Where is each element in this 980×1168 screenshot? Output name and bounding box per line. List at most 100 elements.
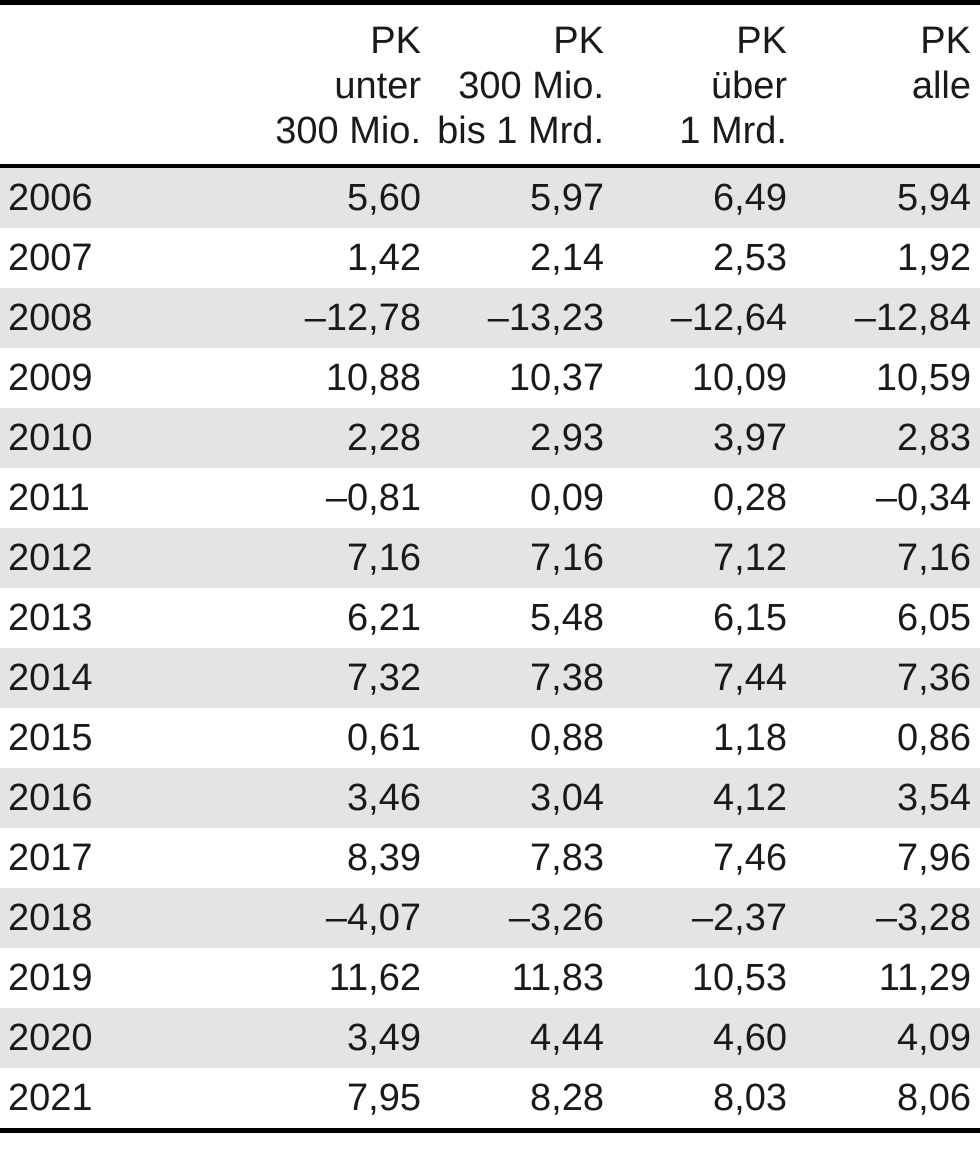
table-row: 2018 –4,07 –3,26 –2,37 –3,28 bbox=[0, 888, 980, 948]
value-cell: 10,37 bbox=[508, 356, 604, 399]
year-cell: 2014 bbox=[8, 656, 93, 699]
value-cell: 0,88 bbox=[530, 716, 604, 759]
value-cell: –3,26 bbox=[508, 896, 604, 939]
value-cell: 3,04 bbox=[530, 776, 604, 819]
value-cell: 7,16 bbox=[530, 536, 604, 579]
table-row: 2009 10,88 10,37 10,09 10,59 bbox=[0, 348, 980, 408]
year-cell: 2007 bbox=[8, 236, 93, 279]
column-header-line: bis 1 Mrd. bbox=[437, 110, 604, 152]
value-cell: –0,81 bbox=[325, 476, 421, 519]
value-cell: 4,09 bbox=[897, 1016, 971, 1059]
table-row: 2007 1,42 2,14 2,53 1,92 bbox=[0, 228, 980, 288]
year-cell: 2018 bbox=[8, 896, 93, 939]
value-cell: 7,16 bbox=[897, 536, 971, 579]
column-header-line: PK bbox=[553, 20, 604, 62]
column-header-line: alle bbox=[911, 65, 971, 107]
value-cell: 6,05 bbox=[897, 596, 971, 639]
value-cell: 1,92 bbox=[897, 236, 971, 279]
table-row: 2014 7,32 7,38 7,44 7,36 bbox=[0, 648, 980, 708]
value-cell: 11,62 bbox=[328, 956, 421, 999]
value-cell: 4,12 bbox=[713, 776, 787, 819]
value-cell: 2,28 bbox=[347, 416, 421, 459]
year-cell: 2009 bbox=[8, 356, 93, 399]
value-cell: 8,28 bbox=[530, 1076, 604, 1119]
table-row: 2011 –0,81 0,09 0,28 –0,34 bbox=[0, 468, 980, 528]
column-header-pk-unter-300mio: PK unter 300 Mio. bbox=[247, 2, 430, 168]
value-cell: 7,44 bbox=[713, 656, 787, 699]
table-row: 2019 11,62 11,83 10,53 11,29 bbox=[0, 948, 980, 1008]
value-cell: 0,09 bbox=[530, 476, 604, 519]
value-cell: 0,86 bbox=[897, 716, 971, 759]
value-cell: 1,42 bbox=[347, 236, 421, 279]
value-cell: 7,32 bbox=[347, 656, 421, 699]
table-header: PK unter 300 Mio. PK 300 Mio. bis 1 Mrd.… bbox=[0, 2, 980, 168]
column-header-line: 300 Mio. bbox=[275, 110, 421, 152]
year-cell: 2010 bbox=[8, 416, 93, 459]
column-header-line: über bbox=[710, 65, 787, 107]
returns-table: PK unter 300 Mio. PK 300 Mio. bis 1 Mrd.… bbox=[0, 0, 980, 1133]
header-row: PK unter 300 Mio. PK 300 Mio. bis 1 Mrd.… bbox=[0, 2, 980, 168]
table-row: 2013 6,21 5,48 6,15 6,05 bbox=[0, 588, 980, 648]
year-cell: 2020 bbox=[8, 1016, 93, 1059]
value-cell: 6,15 bbox=[713, 596, 787, 639]
value-cell: 10,88 bbox=[325, 356, 421, 399]
value-cell: 10,59 bbox=[875, 356, 971, 399]
value-cell: 5,97 bbox=[530, 176, 604, 219]
year-cell: 2016 bbox=[8, 776, 93, 819]
value-cell: 7,12 bbox=[713, 536, 787, 579]
year-cell: 2008 bbox=[8, 296, 93, 339]
table-row: 2008 –12,78 –13,23 –12,64 –12,84 bbox=[0, 288, 980, 348]
value-cell: –12,64 bbox=[670, 296, 787, 339]
table-row: 2012 7,16 7,16 7,12 7,16 bbox=[0, 528, 980, 588]
year-cell: 2021 bbox=[8, 1076, 93, 1119]
column-header-line: PK bbox=[370, 20, 421, 62]
value-cell: 1,18 bbox=[713, 716, 787, 759]
value-cell: –3,28 bbox=[875, 896, 971, 939]
year-cell: 2012 bbox=[8, 536, 93, 579]
table-row: 2020 3,49 4,44 4,60 4,09 bbox=[0, 1008, 980, 1068]
table-row: 2006 5,60 5,97 6,49 5,94 bbox=[0, 166, 980, 228]
column-header-line: 1 Mrd. bbox=[679, 110, 787, 152]
value-cell: –13,23 bbox=[487, 296, 604, 339]
value-cell: –12,78 bbox=[304, 296, 421, 339]
value-cell: 2,93 bbox=[530, 416, 604, 459]
year-column-header bbox=[0, 2, 247, 168]
column-header-pk-300mio-bis-1mrd: PK 300 Mio. bis 1 Mrd. bbox=[430, 2, 613, 168]
column-header-pk-ueber-1mrd: PK über 1 Mrd. bbox=[613, 2, 796, 168]
value-cell: 6,21 bbox=[347, 596, 421, 639]
value-cell: 3,49 bbox=[347, 1016, 421, 1059]
year-cell: 2006 bbox=[8, 176, 93, 219]
value-cell: 7,16 bbox=[347, 536, 421, 579]
value-cell: 7,95 bbox=[347, 1076, 421, 1119]
value-cell: –4,07 bbox=[325, 896, 421, 939]
value-cell: 11,29 bbox=[878, 956, 971, 999]
value-cell: 2,83 bbox=[897, 416, 971, 459]
value-cell: 3,97 bbox=[713, 416, 787, 459]
value-cell: 7,36 bbox=[897, 656, 971, 699]
year-cell: 2017 bbox=[8, 836, 93, 879]
column-header-pk-alle: PK alle bbox=[796, 2, 980, 168]
year-cell: 2015 bbox=[8, 716, 93, 759]
value-cell: 2,53 bbox=[713, 236, 787, 279]
year-cell: 2011 bbox=[8, 476, 90, 519]
value-cell: 7,46 bbox=[713, 836, 787, 879]
value-cell: –2,37 bbox=[691, 896, 787, 939]
year-cell: 2013 bbox=[8, 596, 93, 639]
column-header-line: 300 Mio. bbox=[458, 65, 604, 107]
table-row: 2015 0,61 0,88 1,18 0,86 bbox=[0, 708, 980, 768]
table-row: 2021 7,95 8,28 8,03 8,06 bbox=[0, 1068, 980, 1131]
value-cell: 3,46 bbox=[347, 776, 421, 819]
value-cell: 4,44 bbox=[530, 1016, 604, 1059]
value-cell: 8,03 bbox=[713, 1076, 787, 1119]
table-row: 2016 3,46 3,04 4,12 3,54 bbox=[0, 768, 980, 828]
value-cell: 5,60 bbox=[347, 176, 421, 219]
table-row: 2010 2,28 2,93 3,97 2,83 bbox=[0, 408, 980, 468]
year-cell: 2019 bbox=[8, 956, 93, 999]
table-body: 2006 5,60 5,97 6,49 5,94 2007 1,42 2,14 … bbox=[0, 166, 980, 1131]
value-cell: 5,48 bbox=[530, 596, 604, 639]
value-cell: –12,84 bbox=[854, 296, 971, 339]
value-cell: –0,34 bbox=[875, 476, 971, 519]
value-cell: 0,28 bbox=[713, 476, 787, 519]
value-cell: 7,38 bbox=[530, 656, 604, 699]
